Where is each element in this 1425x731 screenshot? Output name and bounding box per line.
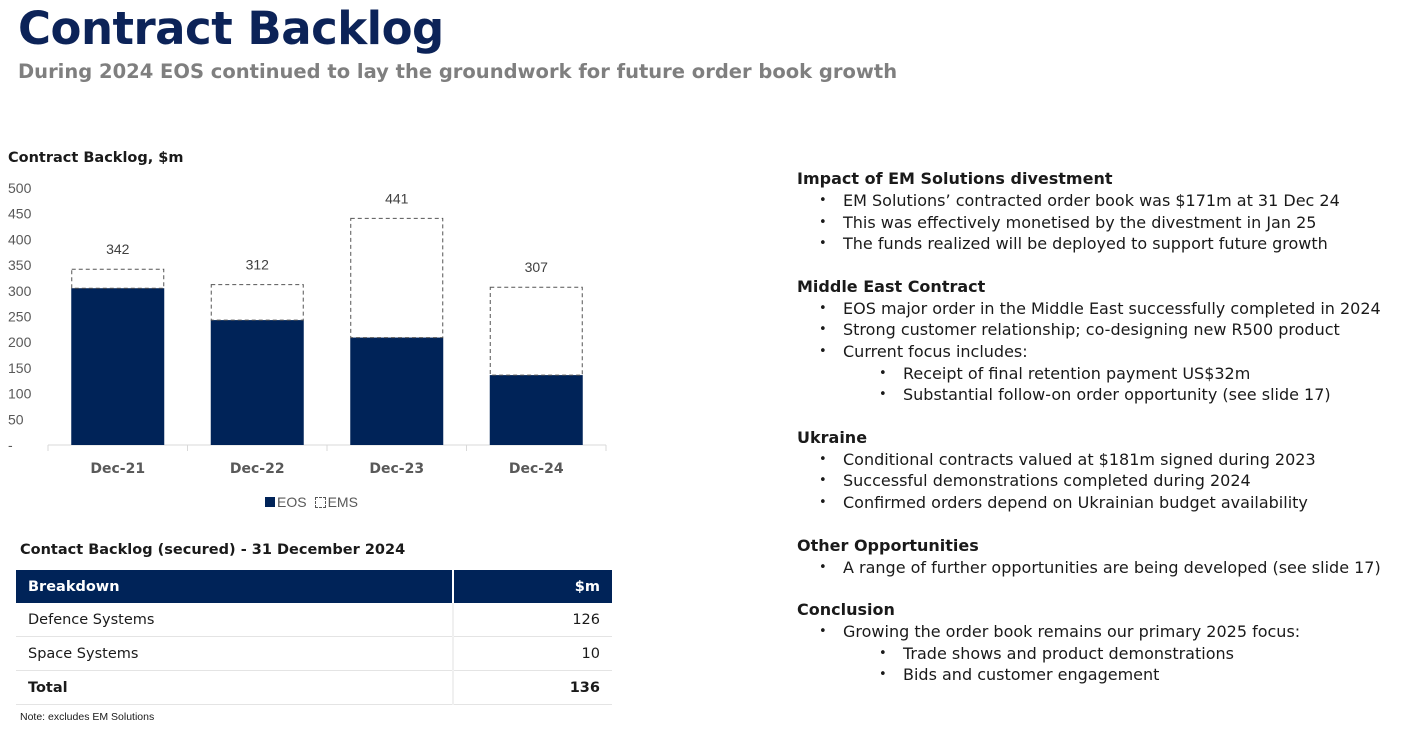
table-cell-label: Space Systems [16,636,454,671]
total-data-label: 307 [525,259,549,275]
y-tick-label: 350 [8,257,32,273]
bullet-item: A range of further opportunities are bei… [797,557,1417,579]
y-tick-label: 150 [8,360,32,376]
y-tick-label: 400 [8,231,32,247]
table-header-value: $m [452,570,612,603]
table-total-label: Total [16,670,454,705]
table-title: Contact Backlog (secured) - 31 December … [20,542,406,558]
chart-legend: EOS EMS [265,494,358,510]
section-heading: Conclusion [797,600,895,620]
x-tick-label: Dec-22 [230,461,285,477]
total-data-label: 312 [246,257,270,273]
commentary-section: Middle East ContractEOS major order in t… [797,276,1417,406]
legend-swatch-eos [265,497,275,507]
y-tick-label: 450 [8,206,32,222]
table-cell-value: 10 [452,636,612,671]
page-title: Contract Backlog [18,2,444,55]
commentary-section: ConclusionGrowing the order book remains… [797,599,1417,686]
sub-bullet-item: Bids and customer engagement [797,664,1417,686]
legend-label-eos: EOS [277,494,307,510]
x-tick-label: Dec-23 [369,461,424,477]
bullet-item: Current focus includes: [797,341,1417,363]
chart-title: Contract Backlog, $m [8,150,184,166]
bar-segment-eos [489,375,583,445]
section-heading: Other Opportunities [797,535,979,555]
bullet-item: Strong customer relationship; co-designi… [797,319,1417,341]
bullet-list: EOS major order in the Middle East succe… [797,298,1417,406]
table-cell-value: 126 [452,603,612,637]
total-data-label: 342 [106,241,130,257]
bar-segment-eos [71,288,165,445]
bar-segment-eos [210,320,304,445]
bullet-item: Growing the order book remains our prima… [797,621,1417,643]
sub-bullet-item: Substantial follow-on order opportunity … [797,384,1417,406]
commentary-section: Impact of EM Solutions divestment EM Solu… [797,168,1417,255]
bullet-item: EOS major order in the Middle East succe… [797,298,1417,320]
y-tick-label: 200 [8,334,32,350]
section-heading: Impact of EM Solutions divestment [797,169,1113,188]
commentary-section: Other OpportunitiesA range of further op… [797,535,1417,579]
total-data-label: 441 [385,190,409,206]
legend-swatch-ems [314,496,326,508]
bar-segment-ems [489,286,583,376]
sub-bullet-item: Trade shows and product demonstrations [797,643,1417,665]
bullet-list: EM Solutions’ contracted order book was … [797,190,1417,255]
table-header-row: Breakdown $m [16,570,612,603]
bullet-item: Successful demonstrations completed duri… [797,470,1417,492]
table-row: Defence Systems 126 [16,603,612,637]
bar-segment-ems [71,268,165,289]
bar-segment-ems [350,217,444,339]
bullet-item: Conditional contracts valued at $181m si… [797,449,1417,471]
sub-bullet-item: Receipt of final retention payment US$32… [797,363,1417,385]
bullet-list: Conditional contracts valued at $181m si… [797,449,1417,514]
commentary-sections: Impact of EM Solutions divestment EM Solu… [797,168,1417,707]
backlog-table: Breakdown $m Defence Systems 126 Space S… [16,570,612,705]
contract-backlog-chart: - 50 100 150 200 250 300 350 400 450 500 342 Dec-21 3… [8,180,607,477]
x-tick-label: Dec-24 [509,461,564,477]
page-subtitle: During 2024 EOS continued to lay the gro… [18,60,898,83]
y-tick-label: 50 [8,411,24,427]
bullet-item: This was effectively monetised by the di… [797,212,1417,234]
y-tick-label: 500 [8,180,32,196]
bullet-item: EM Solutions’ contracted order book was … [797,190,1417,212]
y-tick-label: 250 [8,309,32,325]
y-tick-label: 100 [8,386,32,402]
table-header-breakdown: Breakdown [16,570,454,603]
section-heading: Ukraine [797,427,868,447]
y-tick-label: - [8,437,13,453]
bar-segment-ems [210,284,304,321]
bullet-list: Growing the order book remains our prima… [797,621,1417,686]
table-note: Note: excludes EM Solutions [20,711,155,723]
commentary-section: UkraineConditional contracts valued at $… [797,427,1417,514]
table-total-row: Total 136 [16,670,612,705]
table-row: Space Systems 10 [16,636,612,671]
bullet-item: Confirmed orders depend on Ukrainian bud… [797,492,1417,514]
bullet-item: The funds realized will be deployed to s… [797,233,1417,255]
bullet-list: A range of further opportunities are bei… [797,557,1417,579]
y-tick-label: 300 [8,283,32,299]
x-tick-label: Dec-21 [90,461,145,477]
table-cell-label: Defence Systems [16,603,454,637]
legend-label-ems: EMS [327,494,358,510]
table-total-value: 136 [452,670,612,705]
bar-segment-eos [350,337,444,445]
section-heading: Middle East Contract [797,276,986,296]
